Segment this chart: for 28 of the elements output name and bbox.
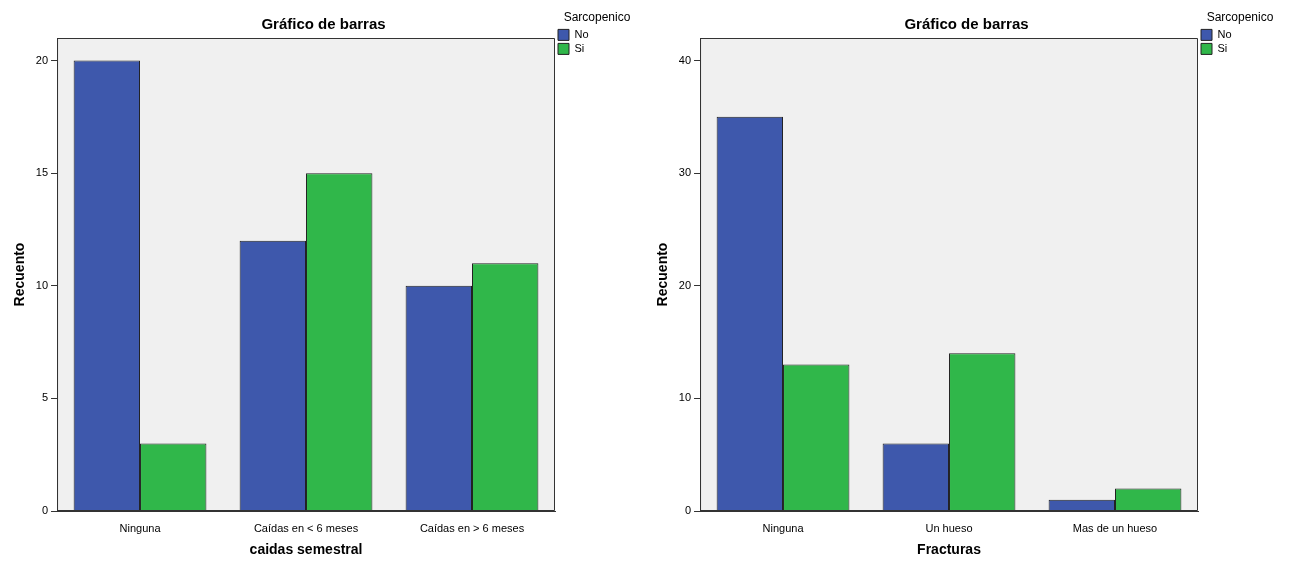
x-tick-label: Ninguna <box>762 521 805 534</box>
chart-title: Gráfico de barras <box>261 15 386 33</box>
legend-label: No <box>1217 27 1232 40</box>
x-tick-label: Caídas en < 6 meses <box>253 521 359 534</box>
chart-title: Gráfico de barras <box>904 15 1029 33</box>
y-axis-title: Recuento <box>654 242 671 307</box>
x-tick-label: Ninguna <box>119 521 162 534</box>
y-axis-title: Recuento <box>11 242 28 307</box>
legend-label: No <box>574 27 589 40</box>
legend-label: Si <box>574 41 585 54</box>
y-tick-label: 0 <box>684 504 692 517</box>
y-tick-label: 10 <box>678 391 692 404</box>
x-tick-label: Mas de un hueso <box>1072 521 1158 534</box>
y-tick-label: 10 <box>35 278 49 291</box>
x-tick-label: Un hueso <box>925 521 973 534</box>
x-axis-title: caidas semestral <box>249 541 363 558</box>
y-tick-label: 15 <box>35 166 49 179</box>
y-tick-label: 40 <box>678 53 692 66</box>
y-tick-label: 5 <box>41 391 49 404</box>
y-tick-label: 20 <box>35 53 49 66</box>
legend-title: Sarcopenico <box>563 10 631 25</box>
x-tick-label: Caídas en > 6 meses <box>419 521 525 534</box>
y-tick-label: 0 <box>41 504 49 517</box>
legend-title: Sarcopenico <box>1206 10 1274 25</box>
legend-label: Si <box>1217 41 1228 54</box>
x-axis-title: Fracturas <box>917 541 982 558</box>
y-tick-label: 30 <box>678 166 692 179</box>
y-tick-label: 20 <box>678 278 692 291</box>
